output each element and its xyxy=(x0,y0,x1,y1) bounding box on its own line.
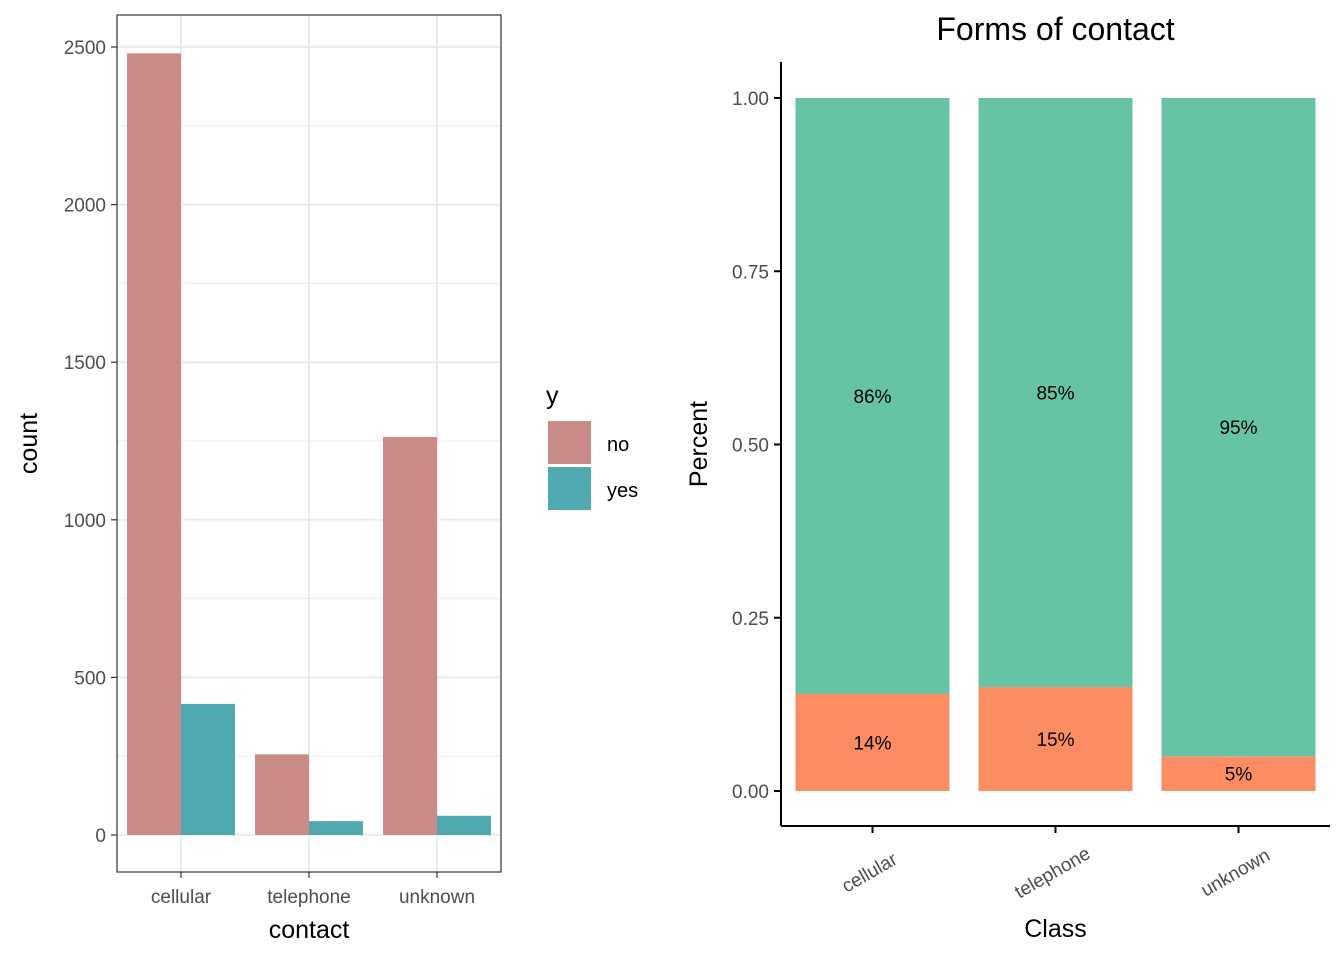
bar-yes-unknown xyxy=(437,816,491,835)
legend: y no yes xyxy=(546,382,638,510)
bar-no-unknown xyxy=(383,437,437,835)
y-tick-label: 0.00 xyxy=(732,782,769,803)
y-tick-label: 1.00 xyxy=(732,89,769,110)
x-axis-title: contact xyxy=(269,916,350,944)
legend-swatch-yes xyxy=(548,467,591,510)
percent-chart: Forms of contact 14% 86% 15% 85% 5% 95% 0.00 0.2… xyxy=(685,11,1330,943)
bar-no-telephone xyxy=(255,754,309,835)
segment-label-telephone-top: 85% xyxy=(1036,384,1074,405)
count-chart: 0 500 1000 1500 2000 2500 cellular telephone unk… xyxy=(15,15,501,944)
y-tick-label: 0.50 xyxy=(732,436,769,457)
y-tick-label: 2500 xyxy=(64,38,106,59)
y-tick-label: 0 xyxy=(95,826,106,847)
y-tick-label: 0.75 xyxy=(732,262,769,283)
legend-swatch-no xyxy=(548,421,591,464)
segment-label-cellular-bottom: 14% xyxy=(853,733,891,754)
y-tick-label: 0.25 xyxy=(732,609,769,630)
segment-label-cellular-top: 86% xyxy=(853,387,891,408)
x-tick-label: cellular xyxy=(838,849,901,898)
segment-label-telephone-bottom: 15% xyxy=(1036,730,1074,751)
x-tick-label: unknown xyxy=(399,887,475,908)
x-tick-label: unknown xyxy=(1198,845,1274,901)
bar-yes-telephone xyxy=(309,821,363,835)
y-tick-label: 1000 xyxy=(64,511,106,532)
x-axis-title: Class xyxy=(1024,915,1087,943)
y-axis-title: Percent xyxy=(685,401,713,487)
legend-label-no: no xyxy=(607,434,629,456)
segment-label-unknown-top: 95% xyxy=(1219,418,1257,439)
segment-label-unknown-bottom: 5% xyxy=(1225,765,1253,786)
y-axis-title: count xyxy=(15,413,43,474)
legend-label-yes: yes xyxy=(607,480,638,502)
legend-title: y xyxy=(546,382,559,410)
bar-yes-cellular xyxy=(181,704,235,835)
chart-canvas: 0 500 1000 1500 2000 2500 cellular telephone unk… xyxy=(0,0,1344,960)
bar-no-cellular xyxy=(127,53,181,835)
x-tick-label: telephone xyxy=(1011,843,1094,903)
x-tick-label: telephone xyxy=(267,887,350,908)
x-tick-label: cellular xyxy=(151,887,212,908)
y-tick-label: 2000 xyxy=(64,196,106,217)
y-tick-label: 500 xyxy=(74,668,106,689)
chart-title: Forms of contact xyxy=(936,11,1174,47)
y-tick-label: 1500 xyxy=(64,353,106,374)
